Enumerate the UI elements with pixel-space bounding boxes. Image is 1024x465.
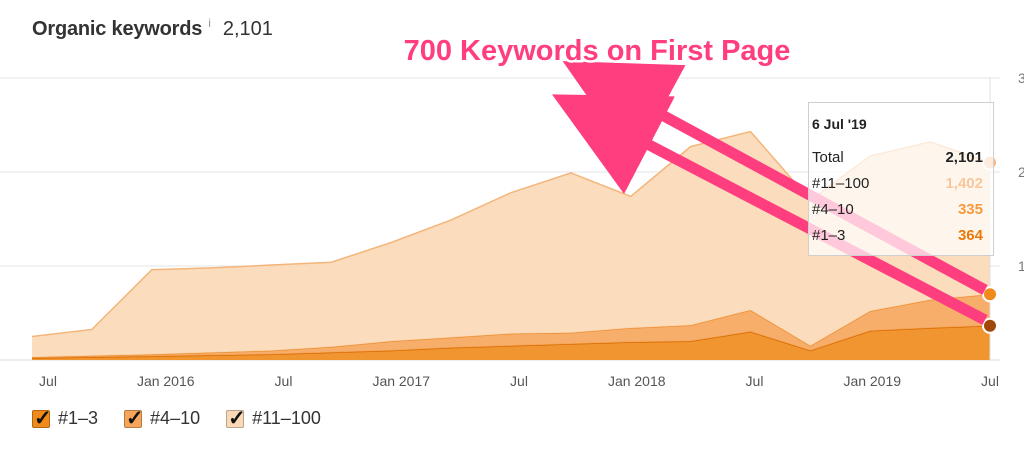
tooltip-row-1-3: #1–3 364 (812, 222, 983, 248)
chart-legend: #1–3 #4–10 #11–100 (32, 406, 347, 431)
tooltip-label: Total (812, 148, 844, 166)
tooltip: 6 Jul '19 Total 2,101 #11–100 1,402 #4–1… (808, 102, 994, 256)
y-axis-ticks: 1 2 3 (1018, 70, 1024, 274)
chart-header: Organic keywords i 2,101 (32, 14, 273, 44)
x-tick-label: Jan 2017 (372, 373, 430, 389)
info-icon[interactable]: i (208, 16, 211, 30)
legend-item-4-10[interactable]: #4–10 (124, 406, 201, 431)
area-series-2 (32, 131, 990, 358)
legend-item-11-100[interactable]: #11–100 (226, 406, 321, 431)
hover-dot-0 (982, 317, 998, 334)
y-tick-label: 1 (1018, 258, 1024, 274)
tooltip-value: 1,402 (945, 174, 983, 192)
tooltip-value: 335 (957, 200, 983, 218)
tooltip-value: 364 (957, 226, 983, 244)
x-tick-label: Jul (746, 373, 764, 389)
legend-label: #11–100 (252, 408, 321, 428)
annotation-arrow (551, 94, 988, 325)
legend-label: #1–3 (58, 408, 99, 428)
x-tick-label: Jan 2018 (608, 373, 666, 389)
total-keywords-count: 2,101 (222, 17, 273, 40)
checkbox-icon[interactable] (32, 406, 52, 431)
x-tick-label: Jan 2016 (137, 373, 195, 389)
tooltip-label: #4–10 (812, 200, 854, 218)
tooltip-label: #1–3 (812, 226, 846, 244)
x-tick-label: Jul (39, 373, 57, 389)
x-tick-label: Jul (275, 373, 293, 389)
annotation-text: 700 Keywords on First Page (404, 35, 791, 67)
legend-item-1-3[interactable]: #1–3 (32, 406, 99, 431)
x-axis-ticks: Jul Jan 2016 Jul Jan 2017 Jul Jan 2018 Jul Jan … (39, 373, 999, 389)
checkbox-icon[interactable] (124, 406, 144, 431)
y-tick-label: 2 (1018, 164, 1024, 180)
x-tick-label: Jul (981, 373, 999, 389)
area-series-0 (32, 325, 990, 360)
tooltip-row-11-100: #11–100 1,402 (812, 170, 983, 196)
y-tick-label: 3 (1018, 70, 1024, 86)
page-title: Organic keywords (32, 17, 203, 40)
legend-label: #4–10 (150, 408, 201, 428)
x-tick-label: Jan 2019 (843, 373, 901, 389)
tooltip-row-4-10: #4–10 335 (812, 196, 983, 222)
x-tick-label: Jul (510, 373, 528, 389)
tooltip-row-total: Total 2,101 (812, 144, 983, 170)
tooltip-value: 2,101 (945, 148, 983, 166)
tooltip-date: 6 Jul '19 (812, 116, 867, 132)
hover-dot-1 (982, 286, 998, 303)
tooltip-label: #11–100 (812, 174, 870, 192)
checkbox-icon[interactable] (226, 406, 246, 431)
